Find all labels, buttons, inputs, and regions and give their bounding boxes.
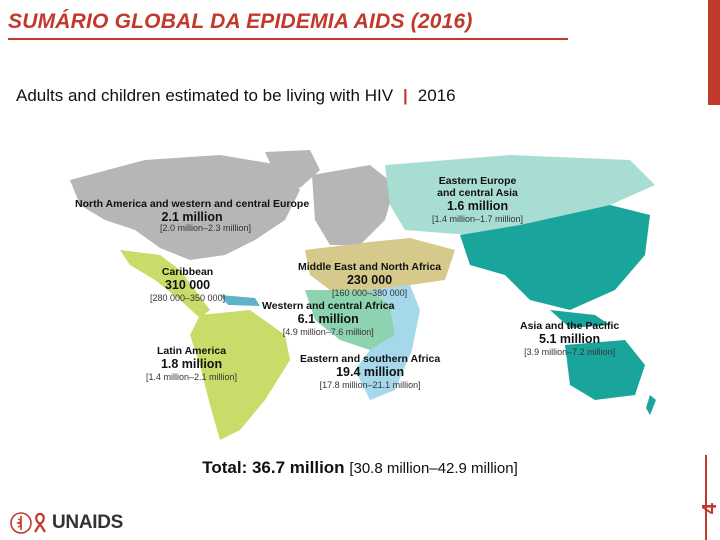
region-value: 5.1 million — [539, 332, 601, 346]
footer-divider — [705, 455, 707, 540]
region-north-america-europe-range: [2.0 million–2.3 million] — [160, 223, 251, 234]
region-value: 1.8 million — [160, 357, 223, 371]
region-asia-pacific: Asia and the Pacific 5.1 million [3.9 mi… — [520, 320, 619, 358]
region-value: 310 000 — [164, 278, 211, 292]
eastern-africa-shape — [355, 285, 420, 400]
europe-shape — [312, 165, 395, 245]
asia-shape — [460, 205, 650, 310]
region-range: [4.9 million–7.6 million] — [282, 327, 374, 337]
subtitle-text: Adults and children estimated to be livi… — [16, 86, 394, 105]
region-eastern-europe: Eastern Europe and central Asia 1.6 mill… — [432, 175, 523, 225]
subtitle-year: 2016 — [417, 86, 456, 105]
region-name: Western and central Africa — [262, 300, 395, 312]
region-name: Caribbean — [161, 266, 214, 278]
region-name: North America and western and central Eu… — [75, 198, 310, 210]
region-caribbean: Caribbean 310 000 [280 000–350 000] — [150, 266, 225, 304]
western-africa-shape — [305, 290, 395, 350]
greenland-shape — [265, 150, 320, 188]
region-value: 1.6 million — [446, 199, 509, 213]
region-range: [1.4 million–2.1 million] — [146, 372, 238, 382]
region-north-america-europe: North America and western and central Eu… — [75, 198, 309, 225]
region-latin-america: Latin America 1.8 million [1.4 million–2… — [146, 345, 237, 383]
middle-east-shape — [305, 238, 455, 290]
logo-text: UNAIDS — [52, 512, 124, 533]
total-summary: Total: 36.7 million [30.8 million–42.9 m… — [0, 458, 720, 478]
who-emblem-icon — [10, 512, 32, 534]
region-range: [2.0 million–2.3 million] — [160, 223, 252, 233]
region-value: 2.1 million — [161, 210, 223, 224]
region-name: Middle East and North Africa — [298, 261, 442, 273]
region-range: [17.8 million–21.1 million] — [319, 380, 421, 390]
region-range: [160 000–380 000] — [332, 288, 408, 298]
ribbon-icon — [34, 512, 46, 533]
caribbean-shape — [220, 295, 260, 306]
title-divider — [8, 38, 568, 40]
region-name: Eastern and southern Africa — [300, 353, 441, 365]
eastern-europe-shape — [385, 155, 655, 235]
region-eastern-southern-africa: Eastern and southern Africa 19.4 million… — [300, 353, 440, 391]
region-name: Latin America — [156, 345, 227, 357]
total-label: Total: 36.7 million — [202, 458, 345, 477]
region-name: Eastern Europe and central Asia — [437, 175, 518, 199]
slide-number: 4 — [698, 502, 720, 515]
total-range: [30.8 million–42.9 million] — [349, 460, 518, 477]
slide-title: SUMÁRIO GLOBAL DA EPIDEMIA AIDS (2016) — [8, 10, 473, 33]
australia-shape — [565, 340, 645, 400]
region-value: 230 000 — [346, 273, 393, 287]
region-range: [280 000–350 000] — [150, 293, 226, 303]
unaids-logo: UNAIDS — [10, 510, 123, 536]
world-map — [70, 150, 656, 440]
south-america-shape — [190, 310, 290, 440]
region-range: [1.4 million–1.7 million] — [432, 214, 524, 224]
region-value: 19.4 million — [336, 365, 405, 379]
region-middle-east: Middle East and North Africa 230 000 [16… — [298, 261, 441, 299]
region-range: [3.9 million–7.2 million] — [524, 347, 616, 357]
central-america-shape — [120, 250, 210, 318]
subtitle: Adults and children estimated to be livi… — [16, 86, 456, 106]
north-america-shape — [70, 155, 300, 260]
islands-shape — [550, 310, 610, 328]
new-zealand-shape — [646, 395, 656, 415]
region-western-africa: Western and central Africa 6.1 million [… — [262, 300, 394, 338]
region-value: 6.1 million — [297, 312, 359, 326]
region-name: Asia and the Pacific — [520, 320, 620, 332]
accent-bar — [708, 0, 720, 105]
subtitle-separator: | — [403, 86, 408, 105]
